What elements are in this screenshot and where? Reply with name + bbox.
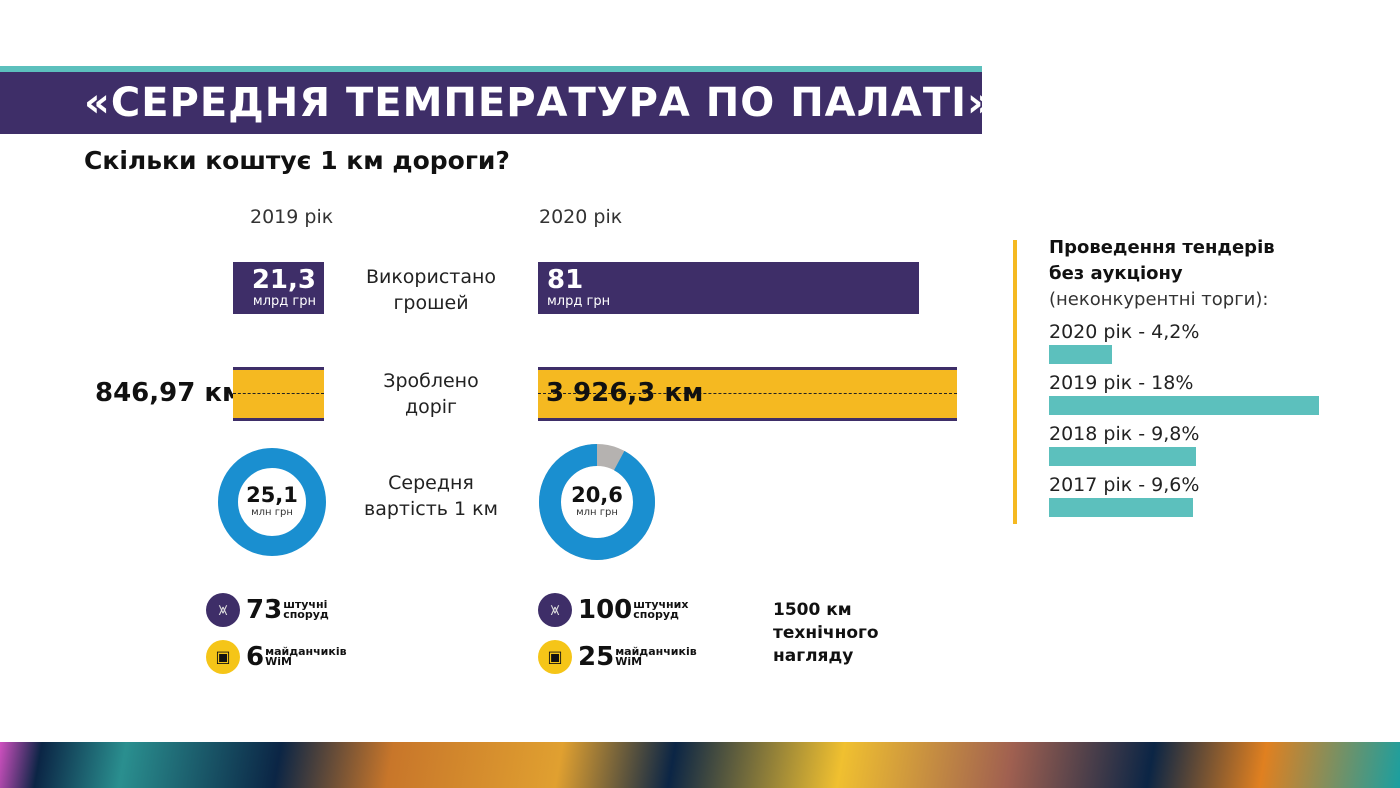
tender-item: 2019 рік - 18% [1049,370,1319,421]
cost-label: Середня вартість 1 км [361,470,501,522]
cost-2020-center: 20,6 млн грн [557,483,637,518]
tender-item: 2020 рік - 4,2% [1049,319,1319,370]
supervision-line: 1500 км [773,600,852,620]
structures-2019-line1: штучні [283,598,328,611]
structures-2019-value: 73 [246,595,283,625]
cost-2020-value: 20,6 [571,483,623,507]
donut-2019-ring [218,448,326,556]
structures-2020-value: 100 [578,595,633,625]
tender-bar [1049,498,1193,517]
structures-2020: ⩙ 100 штучних споруд [538,593,688,627]
tender-item: 2017 рік - 9,6% [1049,472,1319,523]
money-2020-box: 81 млрд грн [538,262,919,314]
tender-bar [1049,345,1112,364]
cost-label-line: вартість 1 км [364,498,498,520]
wim-2020-line2: WiM [615,655,643,668]
money-2019-value: 21,3 [251,265,316,295]
truck-icon: ▣ [538,640,572,674]
footer-road-graphic [0,742,1400,788]
wim-2019: ▣ 6 майданчиків WiM [206,640,347,674]
wim-2020-value: 25 [578,642,615,672]
year-2019-label: 2019 рік [250,206,334,228]
roads-label-line: Зроблено [383,370,479,392]
wim-2020-line1: майданчиків [615,645,697,658]
roads-label-line: доріг [404,396,458,418]
tenders-panel: Проведення тендерів без аукціону (неконк… [1049,235,1319,523]
tenders-title-line: без аукціону [1049,263,1183,284]
money-2019-unit: млрд грн [252,294,316,309]
cost-label-line: Середня [388,472,474,494]
cost-2019-unit: млн грн [251,507,293,518]
road-2019-graphic [233,367,324,421]
tender-item: 2018 рік - 9,8% [1049,421,1319,472]
truck-icon: ▣ [206,640,240,674]
supervision-text: 1500 км технічного нагляду [773,599,879,668]
money-label-line: Використано [365,266,497,288]
tender-label: 2018 рік - 9,8% [1049,423,1200,445]
page-title: «СЕРЕДНЯ ТЕМПЕРАТУРА ПО ПАЛАТІ» [0,72,993,134]
tender-label: 2020 рік - 4,2% [1049,321,1200,343]
bridge-icon: ⩙ [538,593,572,627]
structures-2019: ⩙ 73 штучні споруд [206,593,329,627]
money-2019-box: 21,3 млрд грн [233,262,324,314]
road-2020-graphic: 3 926,3 км [538,367,957,421]
money-label-line: грошей [393,292,469,314]
roads-label: Зроблено доріг [361,368,501,420]
money-label: Використано грошей [361,264,501,316]
money-2020-unit: млрд грн [547,294,611,309]
cost-2019-value: 25,1 [246,483,298,507]
wim-2020: ▣ 25 майданчиків WiM [538,640,697,674]
cost-2019-center: 25,1 млн грн [232,483,312,518]
wim-2019-line1: майданчиків [265,645,347,658]
structures-2020-line1: штучних [633,598,689,611]
wim-2019-value: 6 [246,642,265,672]
cost-2020-unit: млн грн [576,507,618,518]
donut-2020-fill [539,444,655,560]
tenders-note: (неконкурентні торги): [1049,289,1269,310]
panel-divider [1013,240,1017,524]
cost-2019-donut [218,448,326,556]
tender-bar [1049,396,1319,415]
supervision-line: нагляду [773,646,854,666]
tenders-title-line: Проведення тендерів [1049,237,1275,258]
page-subtitle: Скільки коштує 1 км дороги? [84,146,510,175]
money-2020-value: 81 [547,265,584,295]
tender-bar [1049,447,1196,466]
wim-2019-line2: WiM [265,655,292,668]
title-accent-line [0,66,982,72]
supervision-line: технічного [773,623,879,643]
tender-label: 2017 рік - 9,6% [1049,474,1200,496]
year-2020-label: 2020 рік [539,206,623,228]
structures-2020-line2: споруд [633,608,679,621]
bridge-icon: ⩙ [206,593,240,627]
cost-2020-donut [539,444,655,560]
structures-2019-line2: споруд [283,608,329,621]
roads-2019-value: 846,97 км [95,378,244,408]
tender-label: 2019 рік - 18% [1049,372,1194,394]
roads-2020-value: 3 926,3 км [546,378,704,408]
